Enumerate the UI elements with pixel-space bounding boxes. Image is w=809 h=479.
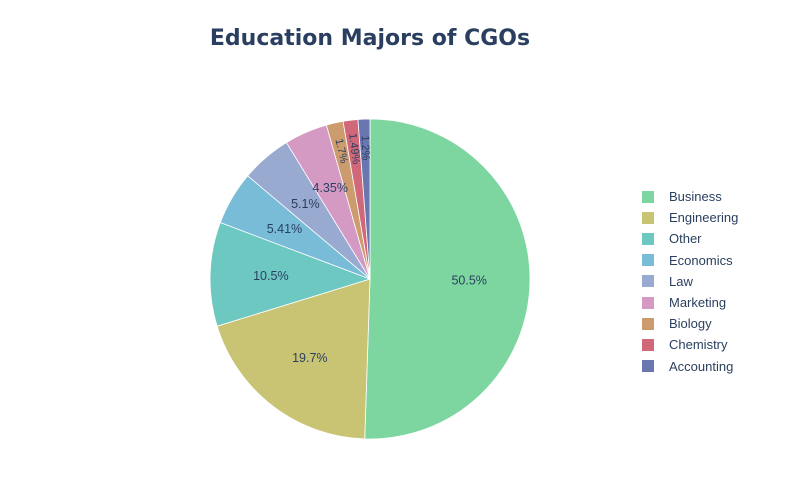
- legend-label: Biology: [669, 316, 712, 332]
- legend-swatch: [642, 254, 654, 267]
- legend-label: Law: [669, 273, 693, 289]
- legend-swatch: [642, 317, 654, 330]
- legend-swatch: [642, 338, 654, 351]
- chart-title: Education Majors of CGOs: [209, 26, 531, 51]
- legend-label: Chemistry: [669, 337, 728, 353]
- slice-label-chemistry: 1.49%: [346, 133, 362, 166]
- legend-item-other[interactable]: Other: [642, 228, 738, 249]
- legend-label: Other: [669, 231, 702, 247]
- legend: Business Engineering Other Economics Law Mark…: [642, 186, 738, 377]
- legend-swatch: [642, 211, 654, 224]
- legend-item-chemistry[interactable]: Chemistry: [642, 334, 738, 355]
- pie-slice-other: [209, 222, 372, 327]
- legend-label: Accounting: [669, 358, 734, 374]
- legend-item-accounting[interactable]: Accounting: [642, 356, 738, 377]
- legend-label: Engineering: [669, 210, 739, 226]
- pie-slice-engineering: [216, 278, 371, 440]
- legend-item-marketing[interactable]: Marketing: [642, 292, 738, 313]
- legend-label: Business: [669, 189, 722, 205]
- slice-label-marketing: 4.35%: [312, 181, 347, 195]
- slice-label-engineering: 19.7%: [292, 351, 327, 365]
- legend-item-biology[interactable]: Biology: [642, 313, 738, 334]
- legend-item-business[interactable]: Business: [642, 186, 738, 207]
- slice-label-economics: 5.41%: [267, 222, 302, 236]
- pie-slice-accounting: [357, 118, 371, 280]
- legend-swatch: [642, 275, 654, 288]
- pie-slice-business: [364, 118, 531, 440]
- legend-label: Marketing: [669, 295, 727, 311]
- slice-label-law: 5.1%: [291, 197, 320, 211]
- legend-swatch: [642, 232, 654, 245]
- slice-label-biology: 1.7%: [332, 137, 349, 164]
- slice-label-business: 50.5%: [451, 274, 486, 288]
- legend-item-law[interactable]: Law: [642, 271, 738, 292]
- legend-swatch: [642, 296, 654, 309]
- legend-item-engineering[interactable]: Engineering: [642, 207, 738, 228]
- legend-label: Economics: [669, 252, 733, 268]
- slice-label-accounting: 1.2%: [359, 135, 372, 161]
- legend-item-economics[interactable]: Economics: [642, 250, 738, 271]
- slice-label-other: 10.5%: [253, 269, 288, 283]
- legend-swatch: [642, 190, 654, 203]
- legend-swatch: [642, 360, 654, 373]
